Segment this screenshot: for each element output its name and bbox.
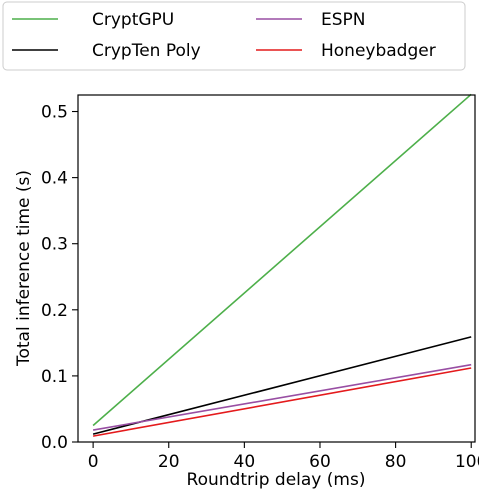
legend-label-honeybadger: Honeybadger: [321, 41, 436, 61]
series-line-crypten-poly: [92, 336, 472, 435]
y-tick-label: 0.4: [41, 169, 68, 189]
y-tick-label: 0.2: [41, 301, 68, 321]
plot-frame: [77, 94, 476, 443]
y-axis: 0.0 0.1 0.2 0.3 0.4 0.5: [41, 103, 78, 453]
series-line-honeybadger: [92, 367, 472, 437]
x-tick-label: 20: [158, 452, 180, 472]
y-tick-label: 0.1: [41, 367, 68, 387]
x-tick-label: 60: [309, 452, 331, 472]
series-line-cryptgpu: [92, 93, 472, 427]
legend-frame: [2, 1, 466, 71]
series-line-espn: [92, 363, 472, 431]
y-axis-label: Total inference time (s): [14, 170, 34, 367]
series-layer: [92, 93, 472, 437]
y-tick-label: 0.0: [41, 433, 68, 453]
legend-label-espn: ESPN: [321, 10, 366, 30]
y-tick-label: 0.3: [41, 235, 68, 255]
x-tick-label: 100: [455, 452, 479, 472]
x-axis-label: Roundtrip delay (ms): [187, 470, 366, 490]
x-axis: 0 20 40 60 80 100: [88, 442, 479, 472]
legend-label-crypten-poly: CrypTen Poly: [92, 41, 201, 61]
x-tick-label: 80: [385, 452, 407, 472]
y-tick-label: 0.5: [41, 103, 68, 123]
legend-label-cryptgpu: CryptGPU: [92, 10, 174, 30]
legend: CryptGPU CrypTen Poly ESPN Honeybadger: [2, 1, 466, 71]
x-tick-label: 0: [88, 452, 99, 472]
x-tick-label: 40: [234, 452, 256, 472]
